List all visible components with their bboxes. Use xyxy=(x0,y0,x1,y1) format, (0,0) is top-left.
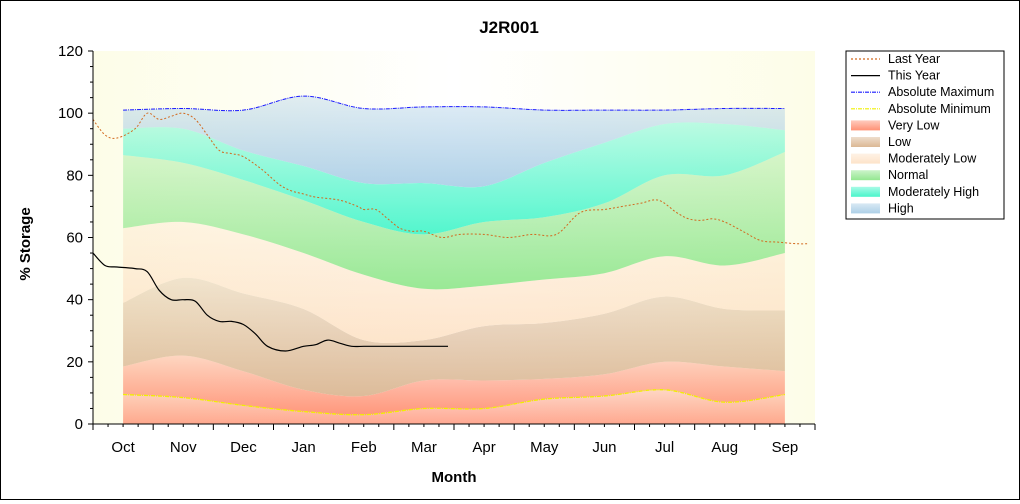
legend-label-last-year: Last Year xyxy=(888,52,940,66)
x-tick-label: Nov xyxy=(170,439,197,456)
x-axis-label: Month xyxy=(432,469,477,486)
band-high xyxy=(123,96,785,188)
band-moderately-low xyxy=(123,221,785,344)
y-tick-label: 20 xyxy=(66,354,83,371)
legend: Last Year This Year Absolute Maximum Absolu… xyxy=(845,50,1005,220)
x-tick-label: Apr xyxy=(472,439,495,456)
legend-swatch-high xyxy=(851,203,880,214)
y-tick-label: 0 xyxy=(75,416,83,433)
y-tick-label: 80 xyxy=(66,167,83,184)
x-tick-label: Dec xyxy=(230,439,257,456)
y-tick-label: 120 xyxy=(58,43,83,60)
legend-label-normal: Normal xyxy=(888,168,928,182)
band-moderately-high xyxy=(123,122,785,235)
series-line-absolute-maximum xyxy=(123,95,785,112)
legend-swatch-low xyxy=(851,137,880,147)
x-tick-label: Sep xyxy=(772,439,799,456)
band-low xyxy=(123,277,785,397)
series-line-absolute-minimum xyxy=(123,389,785,416)
legend-swatch-moderately-low xyxy=(851,153,880,164)
legend-label-very-low: Very Low xyxy=(888,118,940,132)
x-tick-label: May xyxy=(530,439,559,456)
series-line-last-year xyxy=(92,112,810,245)
band-normal xyxy=(123,152,785,290)
legend-label-absolute-maximum: Absolute Maximum xyxy=(888,85,994,99)
y-axis-label: % Storage xyxy=(17,207,34,280)
x-tick-label: Jul xyxy=(655,439,674,456)
series-line-this-year xyxy=(92,252,448,352)
legend-swatch-very-low xyxy=(851,120,880,131)
legend-swatch-normal xyxy=(851,170,880,181)
legend-label-this-year: This Year xyxy=(888,69,940,83)
x-tick-label: Jan xyxy=(291,439,315,456)
band-below-absolute-minimum xyxy=(123,389,785,424)
band-very-low xyxy=(123,355,785,415)
y-tick-label: 40 xyxy=(66,292,83,309)
x-tick-label: Feb xyxy=(351,439,377,456)
y-tick-label: 60 xyxy=(66,230,83,247)
legend-label-absolute-minimum: Absolute Minimum xyxy=(888,102,991,116)
x-tick-label: Jun xyxy=(592,439,616,456)
y-tick-label: 100 xyxy=(58,105,83,122)
x-tick-label: Mar xyxy=(411,439,437,456)
legend-label-moderately-low: Moderately Low xyxy=(888,152,977,166)
x-tick-label: Aug xyxy=(711,439,738,456)
axes: 0 20 40 60 80 100 120 Oct Nov Dec Jan Feb Mar Apr May J… xyxy=(58,43,816,456)
legend-label-high: High xyxy=(888,201,914,215)
plot-area xyxy=(92,51,815,424)
chart-title: J2R001 xyxy=(479,18,539,37)
legend-label-moderately-high: Moderately High xyxy=(888,185,979,199)
legend-swatch-moderately-high xyxy=(851,186,880,197)
x-tick-label: Oct xyxy=(111,439,135,456)
legend-label-low: Low xyxy=(888,135,912,149)
